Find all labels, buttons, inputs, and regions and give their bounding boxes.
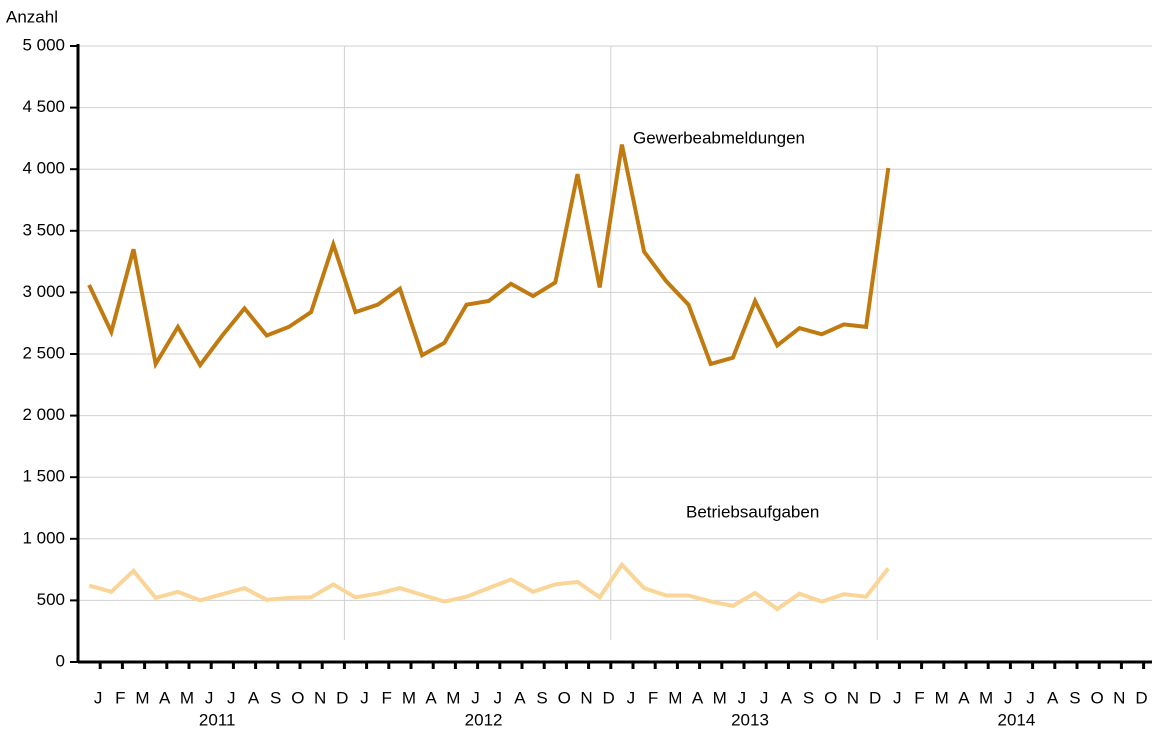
x-tick-label: M <box>402 688 416 707</box>
y-tick-label: 4 000 <box>22 159 65 178</box>
year-label: 2013 <box>731 710 769 729</box>
x-tick-label: F <box>648 688 658 707</box>
x-tick-label: S <box>536 688 547 707</box>
x-tick-label: M <box>935 688 949 707</box>
x-tick-label: A <box>159 688 171 707</box>
x-tick-label: N <box>314 688 326 707</box>
series-line <box>88 561 890 612</box>
x-tick-label: M <box>446 688 460 707</box>
x-tick-label: J <box>738 688 747 707</box>
series-label: Betriebsaufgaben <box>686 502 819 521</box>
x-tick-label: A <box>425 688 437 707</box>
x-tick-label: S <box>803 688 814 707</box>
x-tick-label: M <box>668 688 682 707</box>
x-tick-label: D <box>336 688 348 707</box>
x-tick-label: N <box>580 688 592 707</box>
x-tick-label: A <box>958 688 970 707</box>
x-tick-label: J <box>471 688 480 707</box>
x-tick-label: O <box>824 688 837 707</box>
x-tick-label: F <box>115 688 125 707</box>
x-tick-label: A <box>248 688 260 707</box>
x-tick-label: J <box>1026 688 1035 707</box>
x-tick-label: A <box>692 688 704 707</box>
y-tick-label: 5 000 <box>22 35 65 54</box>
x-tick-label: F <box>914 688 924 707</box>
y-axis-label: Anzahl <box>6 7 58 26</box>
x-tick-label: D <box>869 688 881 707</box>
y-tick-label: 2 000 <box>22 405 65 424</box>
x-tick-label: J <box>1004 688 1013 707</box>
y-tick-label: 1 500 <box>22 467 65 486</box>
x-tick-label: J <box>94 688 103 707</box>
x-tick-label: O <box>558 688 571 707</box>
x-tick-label: J <box>760 688 769 707</box>
x-tick-label: J <box>227 688 236 707</box>
series-line <box>87 144 891 370</box>
x-tick-label: F <box>382 688 392 707</box>
x-tick-label: J <box>893 688 902 707</box>
x-tick-label: N <box>1113 688 1125 707</box>
x-tick-label: J <box>627 688 636 707</box>
x-tick-label: A <box>1047 688 1059 707</box>
y-tick-label: 0 <box>56 651 65 670</box>
x-tick-label: D <box>603 688 615 707</box>
series-label: Gewerbeabmeldungen <box>633 128 805 147</box>
x-tick-label: S <box>1069 688 1080 707</box>
y-tick-label: 3 500 <box>22 220 65 239</box>
y-tick-label: 500 <box>37 590 65 609</box>
y-tick-label: 3 000 <box>22 282 65 301</box>
x-tick-label: M <box>180 688 194 707</box>
x-tick-label: M <box>979 688 993 707</box>
y-tick-label: 1 000 <box>22 528 65 547</box>
x-tick-label: A <box>781 688 793 707</box>
x-tick-label: J <box>360 688 369 707</box>
year-label: 2014 <box>997 710 1035 729</box>
x-tick-label: J <box>205 688 214 707</box>
x-tick-label: S <box>270 688 281 707</box>
x-tick-label: J <box>493 688 502 707</box>
x-tick-label: D <box>1135 688 1147 707</box>
x-tick-label: M <box>135 688 149 707</box>
x-tick-label: O <box>291 688 304 707</box>
x-tick-label: A <box>514 688 526 707</box>
year-label: 2011 <box>199 710 236 729</box>
x-tick-label: M <box>713 688 727 707</box>
x-tick-label: N <box>847 688 859 707</box>
x-tick-label: O <box>1090 688 1103 707</box>
year-label: 2012 <box>465 710 503 729</box>
y-tick-label: 4 500 <box>22 97 65 116</box>
y-tick-label: 2 500 <box>22 343 65 362</box>
